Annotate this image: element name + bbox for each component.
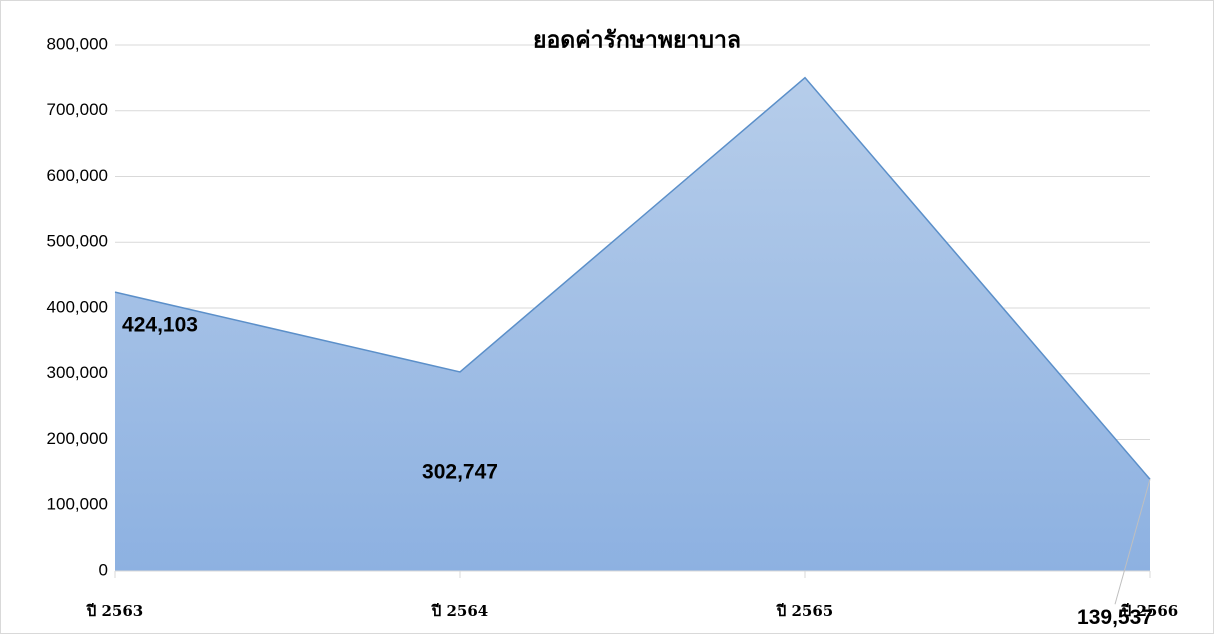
chart-title: ยอดค่ารักษาพยาบาล (533, 28, 741, 54)
area (115, 77, 1150, 571)
value-label: 139,537 (1077, 606, 1153, 629)
x-tick-label: ปี 2566 (1121, 602, 1178, 620)
leader-line (1114, 479, 1151, 605)
y-tick-label: 600,000 (47, 166, 108, 185)
y-tick-label: 0 (99, 560, 108, 579)
x-tick-label: ปี 2565 (776, 602, 833, 620)
value-label: 424,103 (122, 314, 198, 337)
y-tick-label: 500,000 (47, 232, 108, 251)
area-line (114, 76, 1151, 480)
x-tick-label: ปี 2563 (86, 602, 143, 620)
y-tick-label: 400,000 (47, 297, 108, 316)
y-tick-label: 800,000 (47, 34, 108, 53)
x-tick-label: ปี 2564 (431, 602, 488, 620)
y-tick-label: 700,000 (47, 100, 108, 119)
y-tick-label: 300,000 (47, 363, 108, 382)
y-tick-label: 200,000 (47, 429, 108, 448)
value-label: 302,747 (422, 460, 498, 483)
y-tick-label: 100,000 (47, 495, 108, 514)
